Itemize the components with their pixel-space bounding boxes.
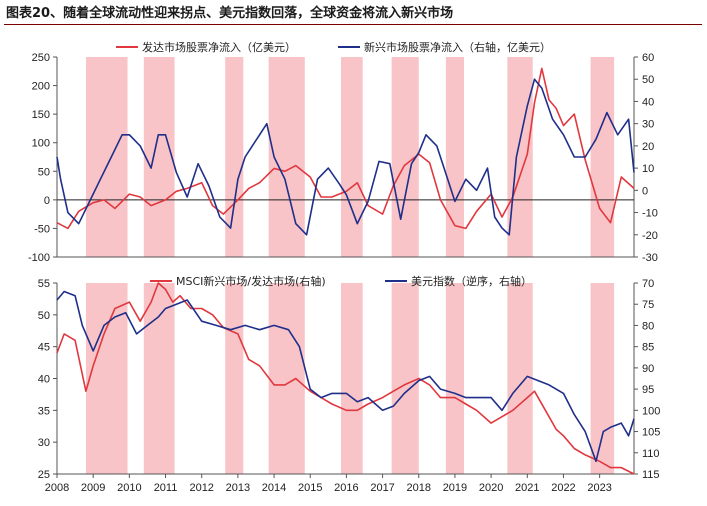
legend-label: MSCI新兴市场/发达市场(右轴)	[176, 274, 326, 288]
top-series-line-red	[56, 67, 635, 230]
bottom-x-tick-label: 2016	[334, 482, 358, 494]
bottom-x-tick-label: 2010	[117, 482, 141, 494]
top-right-tick-label: 60	[642, 52, 654, 64]
top-right-tick-label: 50	[642, 74, 654, 86]
bottom-left-tick-label: 55	[38, 278, 50, 290]
bottom-x-tick-label: 2012	[189, 482, 213, 494]
bottom-right-tick-label: 100	[642, 405, 660, 417]
bottom-x-tick-label: 2019	[443, 482, 467, 494]
top-shade-band	[143, 57, 175, 257]
top-left-tick-label: 150	[32, 109, 50, 121]
top-right-tick-label: 40	[642, 96, 654, 108]
bottom-left-tick-label: 35	[38, 405, 50, 417]
bottom-left-tick-label: 40	[38, 374, 50, 386]
bottom-right-tick-label: 105	[642, 427, 660, 439]
bottom-right-tick-label: 75	[642, 299, 654, 311]
bottom-x-tick-label: 2011	[154, 482, 178, 494]
top-right-tick-label: -10	[642, 208, 658, 220]
bottom-x-tick-label: 2021	[515, 482, 539, 494]
legends: 发达市场股票净流入（亿美元） 新兴市场股票净流入（右轴，亿美元） MSCI新兴市场/…	[116, 40, 551, 288]
bottom-x-tick-label: 2014	[262, 482, 286, 494]
bottom-x-tick-label: 2009	[81, 482, 105, 494]
top-panel-lines	[56, 67, 635, 236]
bottom-shade-band	[225, 283, 244, 474]
bottom-shade-band	[391, 283, 419, 474]
bottom-x-tick-label: 2017	[370, 482, 394, 494]
top-right-tick-label: -30	[642, 252, 658, 264]
top-shade-band	[340, 57, 363, 257]
bottom-x-tick-label: 2008	[45, 482, 69, 494]
figure-title: 图表20、随着全球流动性迎来拐点、美元指数回落，全球资金将流入新兴市场	[6, 6, 454, 21]
top-left-tick-label: 100	[32, 138, 50, 150]
bottom-shade-band	[590, 283, 615, 474]
top-shade-band	[445, 57, 464, 257]
bottom-right-tick-label: 85	[642, 342, 654, 354]
bottom-right-tick-label: 90	[642, 363, 654, 375]
bottom-series-line-red	[56, 282, 635, 475]
top-left-tick-label: -50	[34, 223, 50, 235]
bottom-right-tick-label: 115	[642, 469, 660, 481]
bottom-x-tick-label: 2013	[226, 482, 250, 494]
bottom-shade-band	[85, 283, 128, 474]
bottom-x-tick-label: 2022	[551, 482, 575, 494]
top-left-tick-label: 200	[32, 81, 50, 93]
top-shade-band	[507, 57, 533, 257]
bottom-left-tick-label: 50	[38, 310, 50, 322]
top-right-tick-label: 0	[642, 185, 648, 197]
legend-label: 发达市场股票净流入（亿美元）	[142, 40, 296, 54]
top-right-tick-label: -20	[642, 230, 658, 242]
top-left-tick-label: 50	[38, 166, 50, 178]
bottom-right-tick-label: 70	[642, 278, 654, 290]
bottom-x-tick-label: 2015	[298, 482, 322, 494]
bottom-left-tick-label: 45	[38, 342, 50, 354]
top-right-tick-label: 10	[642, 163, 654, 175]
top-panel-shading	[85, 57, 615, 257]
bottom-x-tick-label: 2020	[479, 482, 503, 494]
bottom-right-tick-label: 80	[642, 320, 654, 332]
title-rule	[4, 24, 702, 25]
bottom-panel-axes: 55 50 45 40 35 30 25 70 75 80 85 90 95 100 105 110 115 20…	[38, 278, 661, 494]
top-right-tick-label: 20	[642, 141, 654, 153]
bottom-right-tick-label: 110	[642, 448, 660, 460]
top-left-tick-label: 0	[44, 195, 50, 207]
top-shade-band	[225, 57, 244, 257]
bottom-x-tick-label: 2018	[407, 482, 431, 494]
top-left-tick-label: 250	[32, 52, 50, 64]
top-shade-band	[85, 57, 128, 257]
bottom-panel-lines	[56, 282, 635, 475]
top-right-tick-label: 30	[642, 119, 654, 131]
top-panel-axes: 250200150100500-50-1006050403020100-10-2…	[28, 52, 658, 264]
top-series-line-blue	[56, 78, 635, 236]
top-shade-band	[590, 57, 615, 257]
bottom-left-tick-label: 30	[38, 437, 50, 449]
legend-label: 新兴市场股票净流入（右轴，亿美元）	[364, 40, 551, 54]
bottom-shade-band	[143, 283, 175, 474]
bottom-shade-band	[507, 283, 533, 474]
top-left-tick-label: -100	[28, 252, 50, 264]
bottom-left-tick-label: 25	[38, 469, 50, 481]
bottom-shade-band	[340, 283, 363, 474]
legend-label: 美元指数（逆序，右轴）	[411, 274, 532, 288]
bottom-x-tick-label: 2023	[587, 482, 611, 494]
bottom-right-tick-label: 95	[642, 384, 654, 396]
bottom-series-line-blue	[56, 290, 635, 463]
bottom-shade-band	[445, 283, 464, 474]
bottom-shade-band	[268, 283, 305, 474]
